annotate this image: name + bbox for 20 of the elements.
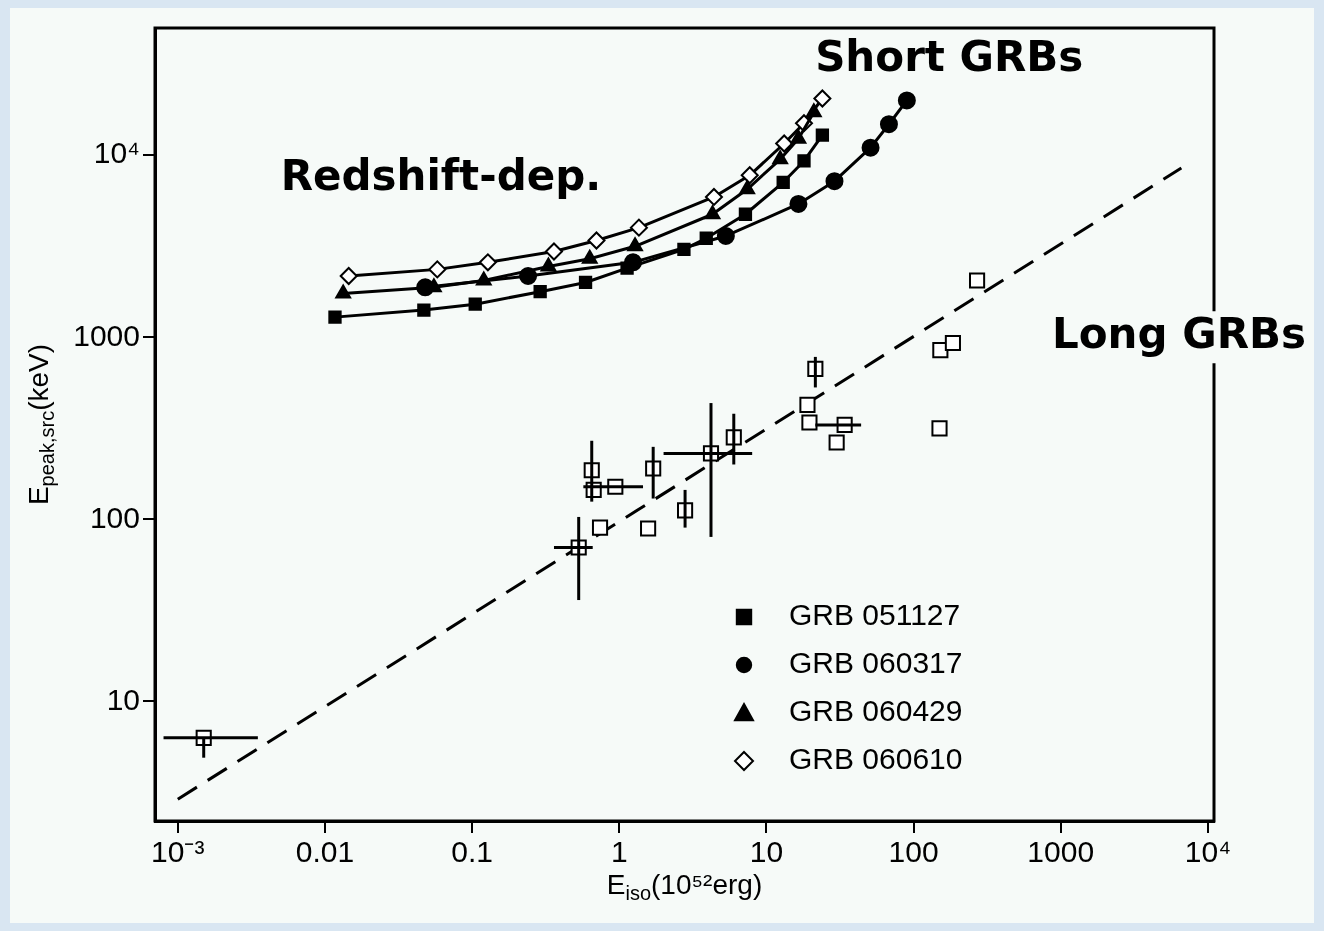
y-tick-label: 1000 [73,318,140,352]
x-tick-label: 100 [888,835,939,869]
y-axis-title: Epeak,src(keV) [22,343,58,506]
x-tick-label: 10⁴ [1184,835,1232,869]
y-tick-label: 100 [89,500,140,534]
legend-label: GRB 060610 [789,742,963,776]
x-tick-label: 0.01 [295,835,355,869]
annotation: Short GRBs [815,31,1084,81]
annotation: Redshift-dep. [280,150,602,200]
y-tick-label: 10 [106,682,140,716]
annotation: Long GRBs [1051,309,1306,359]
x-tick-label: 0.1 [451,835,493,869]
x-tick-label: 10 [749,835,784,869]
x-tick-label: 10⁻³ [151,835,205,869]
legend-label: GRB 060429 [789,694,963,728]
y-tick-label: 10⁴ [93,136,140,170]
legend-label: GRB 060317 [789,646,963,680]
legend-label: GRB 051127 [789,598,961,632]
x-tick-label: 1 [610,835,628,869]
x-tick-label: 1000 [1027,835,1095,869]
